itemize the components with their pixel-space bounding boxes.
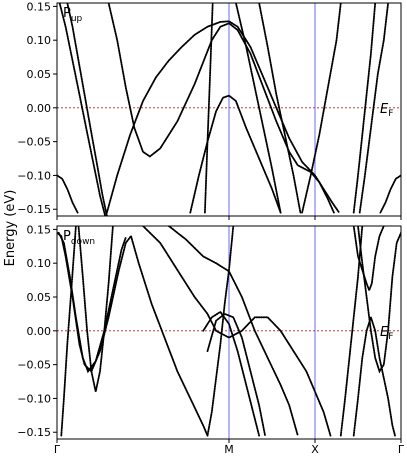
band-1-12	[339, 226, 364, 437]
band-0-0	[58, 3, 107, 216]
band-0-10	[358, 3, 389, 214]
x-tick-label: Γ	[398, 443, 405, 456]
y-tick-label: 0.00	[27, 102, 52, 115]
band-0-2	[106, 20, 340, 214]
band-0-5	[204, 3, 214, 214]
y-tick-label: 0.05	[27, 68, 52, 81]
y-tick-label: −0.10	[17, 392, 51, 405]
band-0-3	[107, 3, 335, 214]
band-1-3	[60, 226, 77, 437]
y-tick-label: −0.10	[17, 169, 51, 182]
band-1-9	[357, 226, 401, 374]
band-1-1	[57, 231, 127, 374]
band-0-7	[258, 3, 302, 214]
y-tick-label: 0.15	[27, 223, 52, 236]
panel-label: Pup	[63, 6, 83, 24]
y-axis-label: Energy (eV)	[3, 190, 18, 267]
band-1-11	[352, 314, 396, 437]
band-1-4	[142, 226, 332, 437]
y-tick-label: −0.05	[17, 136, 51, 149]
fermi-label: EF	[380, 102, 393, 119]
y-tick-label: −0.15	[17, 203, 51, 216]
x-tick-label: M	[224, 443, 234, 456]
band-0-1	[66, 3, 108, 216]
band-0-11	[57, 174, 79, 214]
x-tick-label: Γ	[54, 443, 61, 456]
y-tick-label: 0.10	[27, 257, 52, 270]
panel-up: Pup EF	[56, 2, 402, 220]
band-1-7	[206, 312, 266, 437]
x-tick-label: X	[311, 443, 319, 456]
band-0-8	[301, 3, 342, 214]
y-tick-label: 0.00	[27, 325, 52, 338]
band-1-2	[77, 226, 114, 392]
y-tick-label: −0.05	[17, 359, 51, 372]
band-1-8	[206, 226, 235, 437]
band-1-6	[202, 310, 260, 437]
y-tick-label: 0.15	[27, 0, 52, 13]
band-0-6	[235, 3, 282, 214]
band-1-5	[167, 226, 299, 437]
y-tick-label: 0.05	[27, 291, 52, 304]
band-0-9	[352, 3, 377, 214]
band-0-12	[379, 174, 401, 214]
panel-label: Pdown	[63, 229, 95, 247]
panel-down: Pdown EF	[56, 225, 402, 443]
y-axis-ticks: 0.15 0.10 0.05 0.00 −0.05 −0.10 −0.15 0.15 0.10 0…	[17, 0, 57, 439]
band-0-4	[189, 94, 282, 214]
fermi-label: EF	[380, 325, 393, 342]
y-tick-label: 0.10	[27, 34, 52, 47]
y-tick-label: −0.15	[17, 426, 51, 439]
